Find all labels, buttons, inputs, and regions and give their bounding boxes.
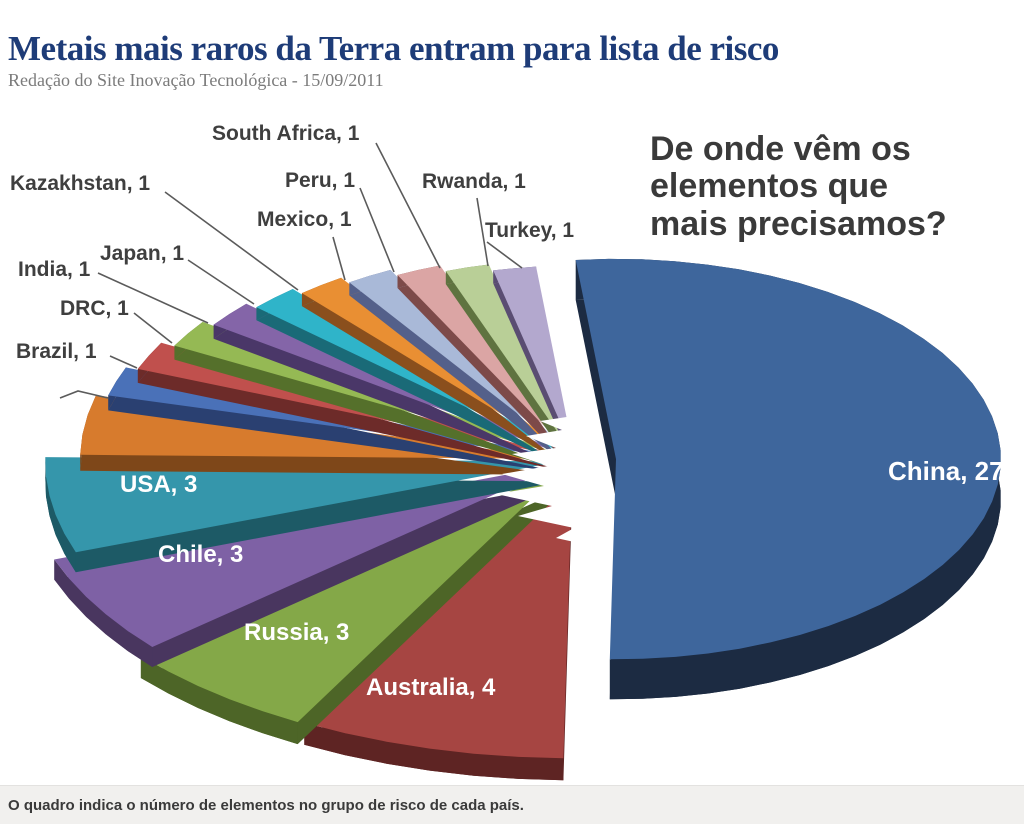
- pie-slice-russia-rim: [140, 656, 298, 745]
- pie-slice-usa: [45, 457, 561, 553]
- leader-line-brazil: [109, 355, 138, 369]
- chart-title-line-2: elementos que: [650, 167, 889, 206]
- pie-slice-chile: [54, 464, 563, 647]
- pie-slice-mexico-side: [301, 290, 568, 468]
- pie-slice-rwanda-side: [445, 277, 573, 466]
- pie-slice-peru-side: [349, 282, 569, 467]
- leader-line-japan: [187, 259, 255, 305]
- slice-label-australia: Australia, 4: [366, 674, 496, 701]
- pie-slice-usa-rim: [45, 457, 76, 573]
- pie-slice-rwanda: [445, 264, 573, 453]
- pie-slice-south-africa-side: [397, 278, 571, 467]
- chart-title-line-1: De onde vêm os: [650, 130, 911, 168]
- leader-line-unlabeled: [59, 390, 109, 399]
- pie-slice-south-africa: [397, 265, 571, 454]
- leader-line-mexico: [332, 236, 346, 281]
- chart-title: De onde vêm os elementos que mais precis…: [650, 130, 1020, 243]
- pie-slice-australia-rim: [304, 722, 564, 781]
- slice-label-china: China, 27: [888, 456, 1004, 486]
- article-byline: Redação do Site Inovação Tecnológica - 1…: [8, 70, 384, 90]
- slice-label-usa: USA, 3: [120, 471, 197, 498]
- slice-label-japan: Japan, 1: [100, 242, 184, 265]
- pie-slice-turkey: [493, 266, 574, 453]
- pie-slice-chile-rim: [54, 559, 153, 667]
- slice-label-kazakhstan: Kazakhstan, 1: [10, 172, 150, 195]
- slice-label-brazil: Brazil, 1: [16, 340, 97, 363]
- leader-line-rwanda: [476, 197, 489, 267]
- slice-label-india: India, 1: [18, 258, 91, 281]
- pie-slice-china: [575, 258, 1001, 660]
- slice-label-peru: Peru, 1: [285, 169, 355, 192]
- leader-line-south-africa: [375, 142, 441, 269]
- slice-label-south-africa: South Africa, 1: [212, 122, 360, 145]
- slice-label-mexico: Mexico, 1: [257, 208, 352, 231]
- slice-label-russia: Russia, 3: [244, 619, 349, 646]
- pie-slice-russia: [140, 466, 566, 723]
- leader-line-india: [97, 272, 209, 324]
- leader-line-peru: [359, 187, 395, 273]
- slice-label-chile: Chile, 3: [158, 541, 243, 568]
- leader-line-turkey: [486, 241, 523, 269]
- caption-bar: O quadro indica o número de elementos no…: [0, 785, 1024, 824]
- slice-label-drc: DRC, 1: [60, 297, 129, 320]
- leader-line-kazakhstan: [164, 191, 299, 291]
- article-headline: Metais mais raros da Terra entram para l…: [8, 29, 779, 69]
- image-caption: O quadro indica o número de elementos no…: [8, 797, 524, 814]
- jagged-gap: [496, 415, 588, 545]
- slice-label-rwanda: Rwanda, 1: [422, 170, 526, 193]
- slice-label-turkey: Turkey, 1: [485, 219, 574, 242]
- chart-title-line-3: mais precisamos?: [650, 204, 947, 243]
- leader-line-drc: [133, 312, 173, 344]
